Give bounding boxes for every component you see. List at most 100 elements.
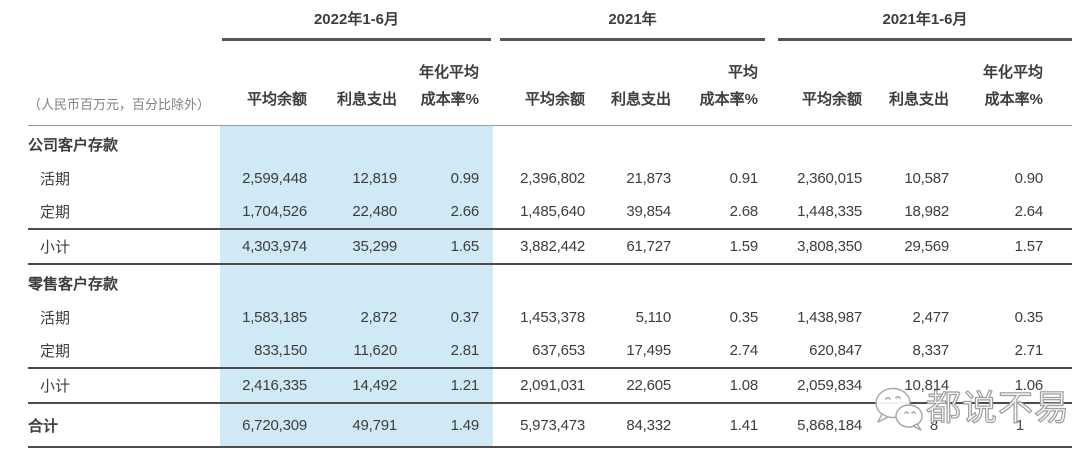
cell-value: 49,791 — [313, 402, 403, 448]
cell-value: 18,982 — [904, 203, 949, 220]
cell-value: 6,720,309 — [220, 402, 313, 448]
cell-value: 2,599,448 — [220, 162, 313, 195]
cell-value: 2.64 — [1014, 203, 1044, 220]
cell-value: 2.68 — [729, 203, 759, 220]
row-label: 零售客户存款 — [28, 275, 119, 293]
cell-value: 1,704,526 — [220, 195, 313, 229]
cell-value: 61,727 — [590, 228, 677, 265]
col-header-interest-2021: 利息支出 — [590, 42, 677, 126]
cell-value: 5,110 — [635, 309, 672, 326]
cell-value: 5,973,473 — [493, 402, 590, 448]
table-row-grand-total: 合计 6,720,309 49,791 1.49 5,973,473 84,33… — [28, 402, 1073, 448]
cell-value: 35,299 — [313, 228, 403, 265]
col-header-cost-rate-2021h1: 年化平均 成本率% — [955, 42, 1073, 126]
column-header-row: （人民币百万元，百分比除外） 平均余额 利息支出 年化平均 成本率% 平均余额 利… — [28, 42, 1073, 126]
cell-value: 2,360,015 — [797, 170, 862, 187]
cell-value: 2,396,802 — [520, 170, 585, 187]
cell-value: 2,477 — [912, 309, 949, 326]
row-label: 小计 — [28, 367, 220, 404]
cell-value: 0.35 — [1014, 309, 1044, 326]
corner-spacer — [28, 6, 220, 42]
cell-value: 1,485,640 — [520, 203, 585, 220]
cell-value: 5,868,184 — [770, 402, 867, 448]
cell-value: 0.90 — [1014, 170, 1044, 187]
row-label: 公司客户存款 — [28, 136, 119, 154]
cell-value: 1.49 — [403, 402, 493, 448]
chat-bubbles-icon — [875, 387, 923, 431]
cell-value: 637,653 — [532, 342, 585, 359]
cell-value: 2.71 — [1014, 342, 1044, 359]
col-header-cost-rate-2021: 平均 成本率% — [677, 42, 770, 126]
col-header-cost-rate-2022: 年化平均 成本率% — [403, 42, 493, 126]
cell-value: 10,587 — [904, 170, 949, 187]
cell-value: 2,872 — [313, 301, 403, 334]
table-row-retail-time: 定期 833,150 11,620 2.81 637,653 17,495 2.… — [28, 334, 1072, 368]
cell-value: 620,847 — [809, 342, 862, 359]
group-title-2021: 2021年 — [500, 8, 765, 41]
cell-value: 1,438,987 — [797, 309, 862, 326]
deposit-cost-table: 2022年1-6月 2021年 2021年1-6月 （人民币百万元，百分比除外）… — [28, 6, 1073, 448]
cell-value: 1.06 — [955, 367, 1073, 404]
cell-value: 1,583,185 — [220, 301, 313, 334]
cell-value: 39,854 — [626, 203, 671, 220]
cell-value: 2.66 — [403, 195, 493, 229]
cell-value: 0.37 — [403, 301, 493, 334]
cell-value: 2,416,335 — [220, 367, 313, 404]
table-row-corporate-time: 定期 1,704,526 22,480 2.66 1,485,640 39,85… — [28, 195, 1072, 229]
cell-value: 4,303,974 — [220, 228, 313, 265]
cell-value: 1,453,378 — [520, 309, 585, 326]
cell-value: 29,569 — [867, 228, 955, 265]
table-row-corporate-demand: 活期 2,599,448 12,819 0.99 2,396,802 21,87… — [28, 162, 1072, 195]
cell-value: 1.57 — [955, 228, 1073, 265]
row-label: 小计 — [28, 228, 220, 265]
col-header-interest-2021h1: 利息支出 — [867, 42, 955, 126]
cell-value: 17,495 — [626, 342, 671, 359]
group-header-row: 2022年1-6月 2021年 2021年1-6月 — [28, 6, 1073, 42]
cell-value: 833,150 — [220, 334, 313, 368]
cell-value: 2,059,834 — [770, 367, 867, 404]
cell-value: 1.08 — [677, 367, 770, 404]
cell-value: 1.59 — [677, 228, 770, 265]
cell-value: 2.74 — [729, 342, 759, 359]
group-title-2021h1: 2021年1-6月 — [778, 8, 1073, 41]
cell-value: 1.21 — [403, 367, 493, 404]
section-row-retail-deposits: 零售客户存款 — [28, 264, 1072, 301]
cell-value: 3,808,350 — [770, 228, 867, 265]
watermark-text: 都说不易 — [925, 388, 1071, 428]
watermark: 都说不易 — [872, 386, 1070, 432]
row-label: 定期 — [40, 343, 71, 360]
col-header-avg-balance-2021h1: 平均余额 — [770, 42, 867, 126]
cell-value: 0.99 — [403, 162, 493, 195]
obscured-value: 1 — [955, 402, 1073, 448]
col-header-interest-2022: 利息支出 — [313, 42, 403, 126]
cell-value: 22,480 — [313, 195, 403, 229]
cell-value: 1.41 — [677, 402, 770, 448]
cell-value: 2.81 — [403, 334, 493, 368]
cell-value: 12,819 — [313, 162, 403, 195]
table-row-corporate-subtotal: 小计 4,303,974 35,299 1.65 3,882,442 61,72… — [28, 228, 1073, 265]
cell-value: 0.35 — [729, 309, 759, 326]
financial-table: 2022年1-6月 2021年 2021年1-6月 （人民币百万元，百分比除外）… — [28, 6, 1073, 448]
group-title-2022h1: 2022年1-6月 — [222, 8, 491, 41]
row-label: 活期 — [40, 310, 71, 327]
cell-value: 8,337 — [912, 342, 949, 359]
cell-value: 1.65 — [403, 228, 493, 265]
col-header-avg-balance-2022: 平均余额 — [220, 42, 313, 126]
cell-value: 11,620 — [313, 334, 403, 368]
row-label: 定期 — [40, 204, 71, 221]
row-label: 合计 — [28, 402, 220, 448]
cell-value: 3,882,442 — [493, 228, 590, 265]
section-row-corporate-deposits: 公司客户存款 — [28, 125, 1072, 162]
row-label: 活期 — [40, 171, 71, 188]
table-row-retail-subtotal: 小计 2,416,335 14,492 1.21 2,091,031 22,60… — [28, 367, 1073, 404]
cell-value: 21,873 — [626, 170, 671, 187]
cell-value: 1,448,335 — [797, 203, 862, 220]
table-row-retail-demand: 活期 1,583,185 2,872 0.37 1,453,378 5,110 … — [28, 301, 1072, 334]
cell-value: 2,091,031 — [493, 367, 590, 404]
cell-value: 22,605 — [590, 367, 677, 404]
cell-value: 0.91 — [729, 170, 759, 187]
col-header-avg-balance-2021: 平均余额 — [493, 42, 590, 126]
cell-value: 84,332 — [590, 402, 677, 448]
cell-value: 14,492 — [313, 367, 403, 404]
cell-value: 10,814 — [867, 367, 955, 404]
